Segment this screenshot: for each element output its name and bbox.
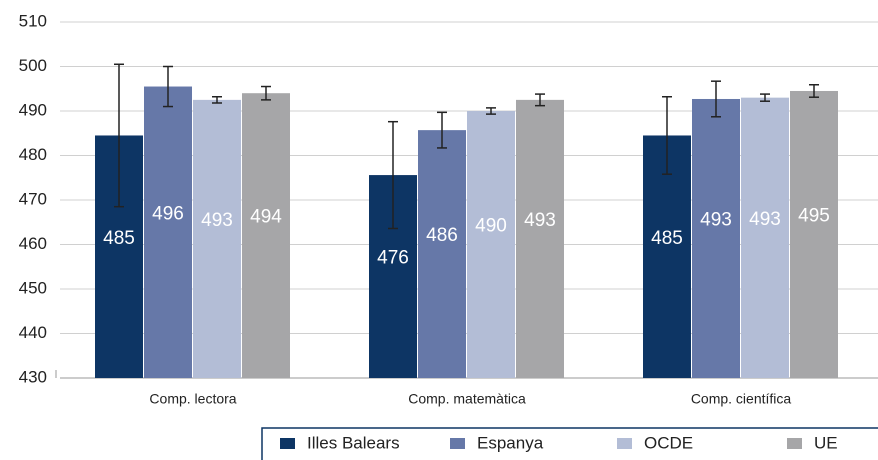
bar [193, 99, 241, 378]
y-tick-label: 470 [19, 189, 47, 208]
value-label: 495 [798, 206, 830, 227]
legend-label: UE [814, 433, 838, 452]
x-tick-label: Comp. lectora [149, 391, 236, 407]
legend-swatch [617, 438, 632, 449]
legend-swatch [280, 438, 295, 449]
legend-label: OCDE [644, 433, 693, 452]
value-label: 494 [250, 207, 282, 228]
bar [790, 90, 838, 378]
value-label: 476 [377, 248, 409, 269]
bar [516, 99, 564, 378]
y-tick-label: 450 [19, 278, 47, 297]
bar [418, 130, 466, 378]
y-tick-label: 480 [19, 145, 47, 164]
bar [692, 98, 740, 379]
bar [741, 97, 789, 379]
value-label: 493 [700, 210, 732, 231]
y-tick-label: 510 [19, 11, 47, 30]
legend-swatch [450, 438, 465, 449]
value-label: 485 [651, 228, 683, 249]
legend-swatch [787, 438, 802, 449]
y-tick-label: 460 [19, 234, 47, 253]
bar [467, 111, 515, 378]
legend-box [261, 427, 878, 460]
y-tick-label: 500 [19, 56, 47, 75]
bar [242, 93, 290, 378]
y-tick-label: 430 [19, 367, 47, 386]
y-tick-label: 440 [19, 323, 47, 342]
value-label: 493 [749, 209, 781, 230]
bar [643, 135, 691, 378]
y-tick-label: 490 [19, 100, 47, 119]
value-label: 490 [475, 216, 507, 237]
value-label: 493 [201, 210, 233, 231]
value-label: 496 [152, 203, 184, 224]
legend-label: Espanya [477, 433, 544, 452]
bar [144, 86, 192, 379]
x-tick-label: Comp. científica [691, 391, 792, 407]
value-label: 486 [426, 225, 458, 246]
value-label: 485 [103, 228, 135, 249]
x-tick-label: Comp. matemàtica [408, 391, 526, 407]
legend-label: Illes Balears [307, 433, 400, 452]
value-label: 493 [524, 210, 556, 231]
